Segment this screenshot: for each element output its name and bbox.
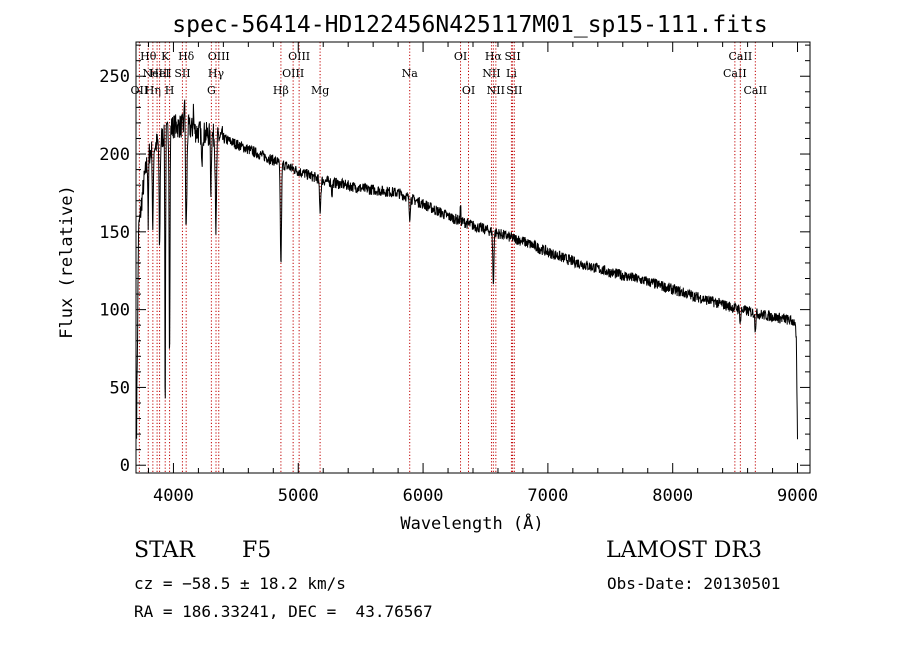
y-tick-label: 0 <box>120 456 130 476</box>
y-axis: 0 50 100 150 200 250 <box>99 44 810 476</box>
marker-label: Hβ <box>273 84 289 97</box>
marker-label: SII <box>506 84 522 97</box>
marker-label: CaII <box>729 50 753 63</box>
marker-label: Hδ <box>178 50 195 63</box>
y-tick-label: 50 <box>110 378 130 398</box>
marker-label: OI <box>454 50 467 63</box>
marker-label: SII <box>174 67 190 80</box>
plot-frame <box>135 41 811 474</box>
x-tick-label: 8000 <box>652 486 693 506</box>
marker-label: OIII <box>208 50 230 63</box>
marker-label: Hγ <box>208 67 225 80</box>
y-axis-label: Flux (relative) <box>57 185 77 339</box>
y-tick-label: 150 <box>99 223 130 243</box>
marker-label: Li <box>506 67 517 80</box>
chart-title: spec-56414-HD122456N425117M01_sp15-111.f… <box>172 12 767 38</box>
x-tick-label: 9000 <box>777 486 818 506</box>
marker-label: H <box>165 84 175 97</box>
coordinates: RA = 186.33241, DEC = 43.76567 <box>134 602 433 621</box>
marker-label: HeI <box>149 67 169 80</box>
marker-label: Hα <box>485 50 503 63</box>
marker-label: SII <box>504 50 520 63</box>
marker-label: CaII <box>723 67 747 80</box>
y-tick-label: 100 <box>99 301 130 321</box>
marker-label: K <box>161 50 170 63</box>
x-axis-label: Wavelength (Å) <box>400 512 543 534</box>
x-axis: 4000 5000 6000 7000 8000 9000 <box>147 42 818 506</box>
marker-label: Hθ <box>140 50 157 63</box>
marker-label: OIII <box>288 50 310 63</box>
spectrum-line <box>136 99 798 440</box>
marker-label: OI <box>462 84 475 97</box>
marker-label: Hη <box>145 84 161 97</box>
marker-label: Na <box>402 67 419 80</box>
x-tick-label: 5000 <box>278 486 319 506</box>
object-class: STAR <box>134 538 195 563</box>
object-subclass: F5 <box>242 538 272 563</box>
x-tick-label: 7000 <box>527 486 568 506</box>
marker-label: NeIII <box>143 67 172 80</box>
marker-label: Mg <box>311 84 329 97</box>
survey-name: LAMOST DR3 <box>606 538 762 563</box>
y-tick-label: 250 <box>99 67 130 87</box>
spectrum-plot <box>136 99 798 440</box>
x-tick-label: 4000 <box>153 486 194 506</box>
y-tick-label: 200 <box>99 145 130 165</box>
marker-label: OII <box>131 84 149 97</box>
x-tick-label: 6000 <box>403 486 444 506</box>
marker-label: CaII <box>743 84 767 97</box>
marker-label: OIII <box>282 67 304 80</box>
marker-label: NII <box>487 84 505 97</box>
marker-label: G <box>207 84 216 97</box>
marker-label: NII <box>482 67 500 80</box>
obs-date: Obs-Date: 20130501 <box>607 574 781 593</box>
redshift-value: cz = −58.5 ± 18.2 km/s <box>134 574 346 593</box>
